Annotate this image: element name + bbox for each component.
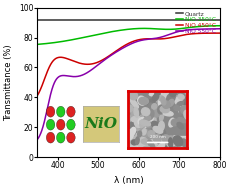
NiO 550°C xyxy=(218,28,221,30)
NiO 550°C xyxy=(36,138,39,141)
NiO 350°C xyxy=(218,25,221,27)
Y-axis label: Transmittance (%): Transmittance (%) xyxy=(4,44,13,121)
NiO 350°C xyxy=(178,28,181,30)
NiO 450°C xyxy=(218,32,221,34)
Line: NiO 550°C: NiO 550°C xyxy=(37,29,220,139)
NiO 450°C xyxy=(116,49,119,51)
NiO 350°C xyxy=(36,43,39,46)
NiO 350°C xyxy=(181,27,184,29)
NiO 450°C xyxy=(181,34,184,36)
NiO 550°C xyxy=(110,54,112,57)
NiO 450°C xyxy=(110,53,112,56)
Quartz xyxy=(178,19,181,21)
NiO 450°C xyxy=(178,35,181,37)
NiO 350°C xyxy=(110,31,112,33)
Quartz xyxy=(55,19,57,21)
NiO 350°C xyxy=(161,28,164,30)
Quartz xyxy=(116,19,119,21)
Quartz xyxy=(218,19,221,21)
NiO 350°C xyxy=(116,29,119,32)
NiO 550°C xyxy=(178,30,181,32)
Quartz xyxy=(110,19,112,21)
NiO 450°C xyxy=(36,94,39,97)
NiO 350°C xyxy=(55,41,57,43)
Quartz xyxy=(181,19,184,21)
NiO 550°C xyxy=(116,50,119,52)
NiO 550°C xyxy=(161,36,164,38)
Line: NiO 450°C: NiO 450°C xyxy=(37,33,220,95)
Legend: Quartz, NiO 350°C, NiO 450°C, NiO 550°C: Quartz, NiO 350°C, NiO 450°C, NiO 550°C xyxy=(176,11,217,35)
NiO 550°C xyxy=(55,79,57,81)
Quartz xyxy=(36,19,39,21)
NiO 450°C xyxy=(55,57,57,60)
X-axis label: λ (nm): λ (nm) xyxy=(114,176,143,185)
NiO 550°C xyxy=(181,29,184,32)
Line: NiO 350°C: NiO 350°C xyxy=(37,26,220,44)
NiO 450°C xyxy=(161,38,164,40)
Quartz xyxy=(161,19,164,21)
